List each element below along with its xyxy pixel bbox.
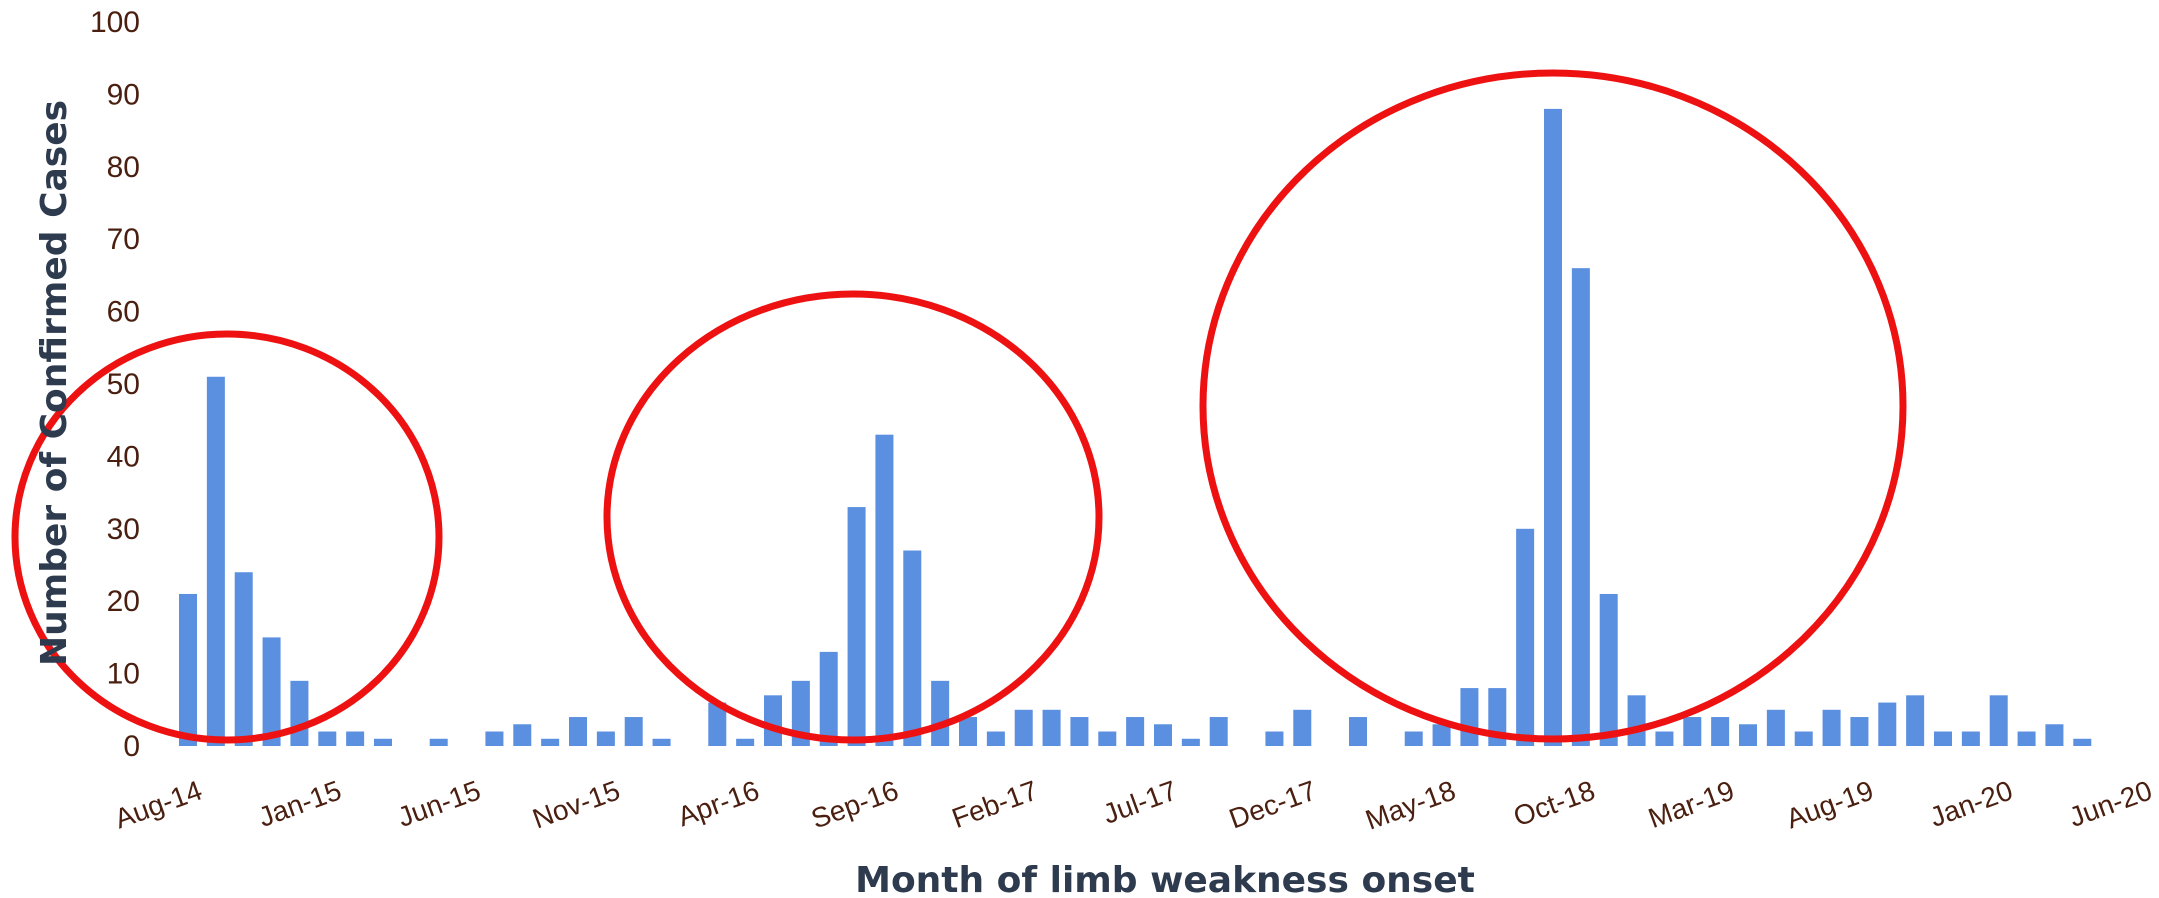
bar-dec-19	[1961, 731, 1980, 746]
bar-may-16	[764, 695, 782, 746]
bar-dec-17	[1293, 709, 1312, 746]
y-tick-label: 20	[107, 585, 140, 618]
y-tick-label: 50	[107, 368, 140, 401]
bar-mar-15	[374, 738, 392, 746]
bar-nov-19	[1934, 731, 1952, 746]
bar-apr-17	[1070, 717, 1089, 746]
bar-nov-17	[1265, 731, 1284, 746]
x-tick-label: Mar-19	[1644, 775, 1738, 834]
x-tick-label: Feb-17	[948, 775, 1042, 834]
y-tick-label: 90	[107, 78, 140, 111]
y-axis-ticks: 0 10 20 30 40 50 60 70 80 90 100	[90, 6, 140, 763]
bar-mar-16	[708, 702, 727, 746]
y-tick-label: 30	[107, 513, 140, 546]
bar-feb-17	[1014, 709, 1033, 746]
y-tick-label: 70	[107, 223, 140, 256]
bar-aug-14	[179, 593, 197, 746]
bars	[179, 108, 2092, 746]
bar-jul-16	[819, 651, 838, 746]
bar-aug-19	[1850, 717, 1869, 746]
bar-may-17	[1098, 731, 1117, 746]
annotation-circle-2	[603, 290, 1103, 744]
x-tick-label: Jul-17	[1099, 775, 1181, 830]
bar-mar-17	[1042, 709, 1061, 746]
bar-apr-18	[1404, 731, 1423, 746]
x-tick-label: Jun-15	[394, 775, 485, 833]
bar-nov-16	[931, 680, 950, 746]
bar-sep-15	[541, 738, 560, 746]
bar-jan-15	[318, 731, 337, 746]
y-tick-label: 10	[107, 658, 140, 691]
bar-feb-20	[2017, 731, 2036, 746]
y-tick-label: 40	[107, 440, 140, 473]
x-tick-label: Sep-16	[807, 775, 902, 835]
bar-sep-19	[1878, 702, 1897, 746]
bar-jul-15	[485, 731, 504, 746]
bar-aug-17	[1181, 738, 1200, 746]
x-tick-label: Jan-20	[1926, 775, 2017, 833]
bar-mar-19	[1711, 717, 1730, 746]
bar-oct-14	[234, 572, 253, 746]
bar-nov-18	[1599, 593, 1618, 746]
bar-feb-19	[1683, 717, 1702, 746]
bar-sep-17	[1209, 717, 1228, 746]
bar-feb-15	[346, 731, 365, 746]
bar-mar-20	[2045, 724, 2064, 746]
bar-jun-19	[1794, 731, 1813, 746]
x-tick-label: Apr-16	[674, 775, 764, 833]
bar-nov-15	[596, 731, 615, 746]
y-tick-label: 60	[107, 296, 140, 329]
bar-dec-14	[290, 680, 309, 746]
bar-jan-20	[1989, 695, 2008, 746]
bar-feb-18	[1349, 717, 1367, 746]
bar-apr-19	[1739, 724, 1757, 746]
bar-aug-16	[847, 507, 866, 746]
bar-may-15	[429, 738, 448, 746]
x-tick-label: Dec-17	[1225, 775, 1320, 835]
bar-jan-16	[652, 738, 671, 746]
bar-dec-16	[959, 717, 977, 746]
bar-jun-18	[1460, 688, 1479, 746]
bar-oct-19	[1906, 695, 1925, 746]
x-tick-label: Jun-20	[2065, 775, 2156, 833]
x-tick-label: Aug-19	[1782, 775, 1877, 835]
bar-nov-14	[262, 637, 281, 746]
bar-aug-15	[513, 724, 532, 746]
bar-oct-18	[1571, 268, 1590, 746]
bar-aug-18	[1516, 528, 1535, 746]
bar-dec-18	[1627, 695, 1646, 746]
bar-may-18	[1432, 724, 1451, 746]
y-axis-title: Number of Confirmed Cases	[34, 100, 75, 666]
x-tick-label: May-18	[1361, 775, 1459, 836]
bar-jul-17	[1154, 724, 1172, 746]
bar-oct-15	[569, 717, 587, 746]
bar-jul-19	[1822, 709, 1841, 746]
x-axis-title: Month of limb weakness onset	[855, 860, 1475, 898]
x-tick-label: Nov-15	[528, 775, 623, 835]
x-tick-label: Aug-14	[111, 775, 206, 835]
annotation-circle-3	[1199, 69, 1907, 743]
bar-oct-16	[903, 550, 922, 746]
y-tick-label: 100	[90, 6, 140, 39]
x-axis-ticks: Aug-14 Jan-15 Jun-15 Nov-15 Apr-16 Sep-16 Feb-…	[111, 775, 2156, 836]
y-tick-label: 80	[107, 151, 140, 184]
bar-jan-17	[986, 731, 1005, 746]
bar-apr-16	[736, 738, 755, 746]
bar-jun-16	[791, 680, 810, 746]
bar-sep-14	[206, 376, 225, 746]
x-tick-label: Oct-18	[1509, 775, 1599, 833]
annotation-circles	[11, 69, 1907, 744]
bar-sep-18	[1544, 108, 1562, 746]
bar-apr-20	[2073, 738, 2092, 746]
bar-jan-19	[1655, 731, 1674, 746]
bar-may-19	[1766, 709, 1785, 746]
x-tick-label: Jan-15	[254, 775, 345, 833]
bar-sep-16	[875, 434, 894, 746]
bar-jun-17	[1126, 717, 1145, 746]
y-tick-label: 0	[123, 730, 140, 763]
annotation-circle-1	[11, 330, 443, 744]
bar-dec-15	[624, 717, 643, 746]
